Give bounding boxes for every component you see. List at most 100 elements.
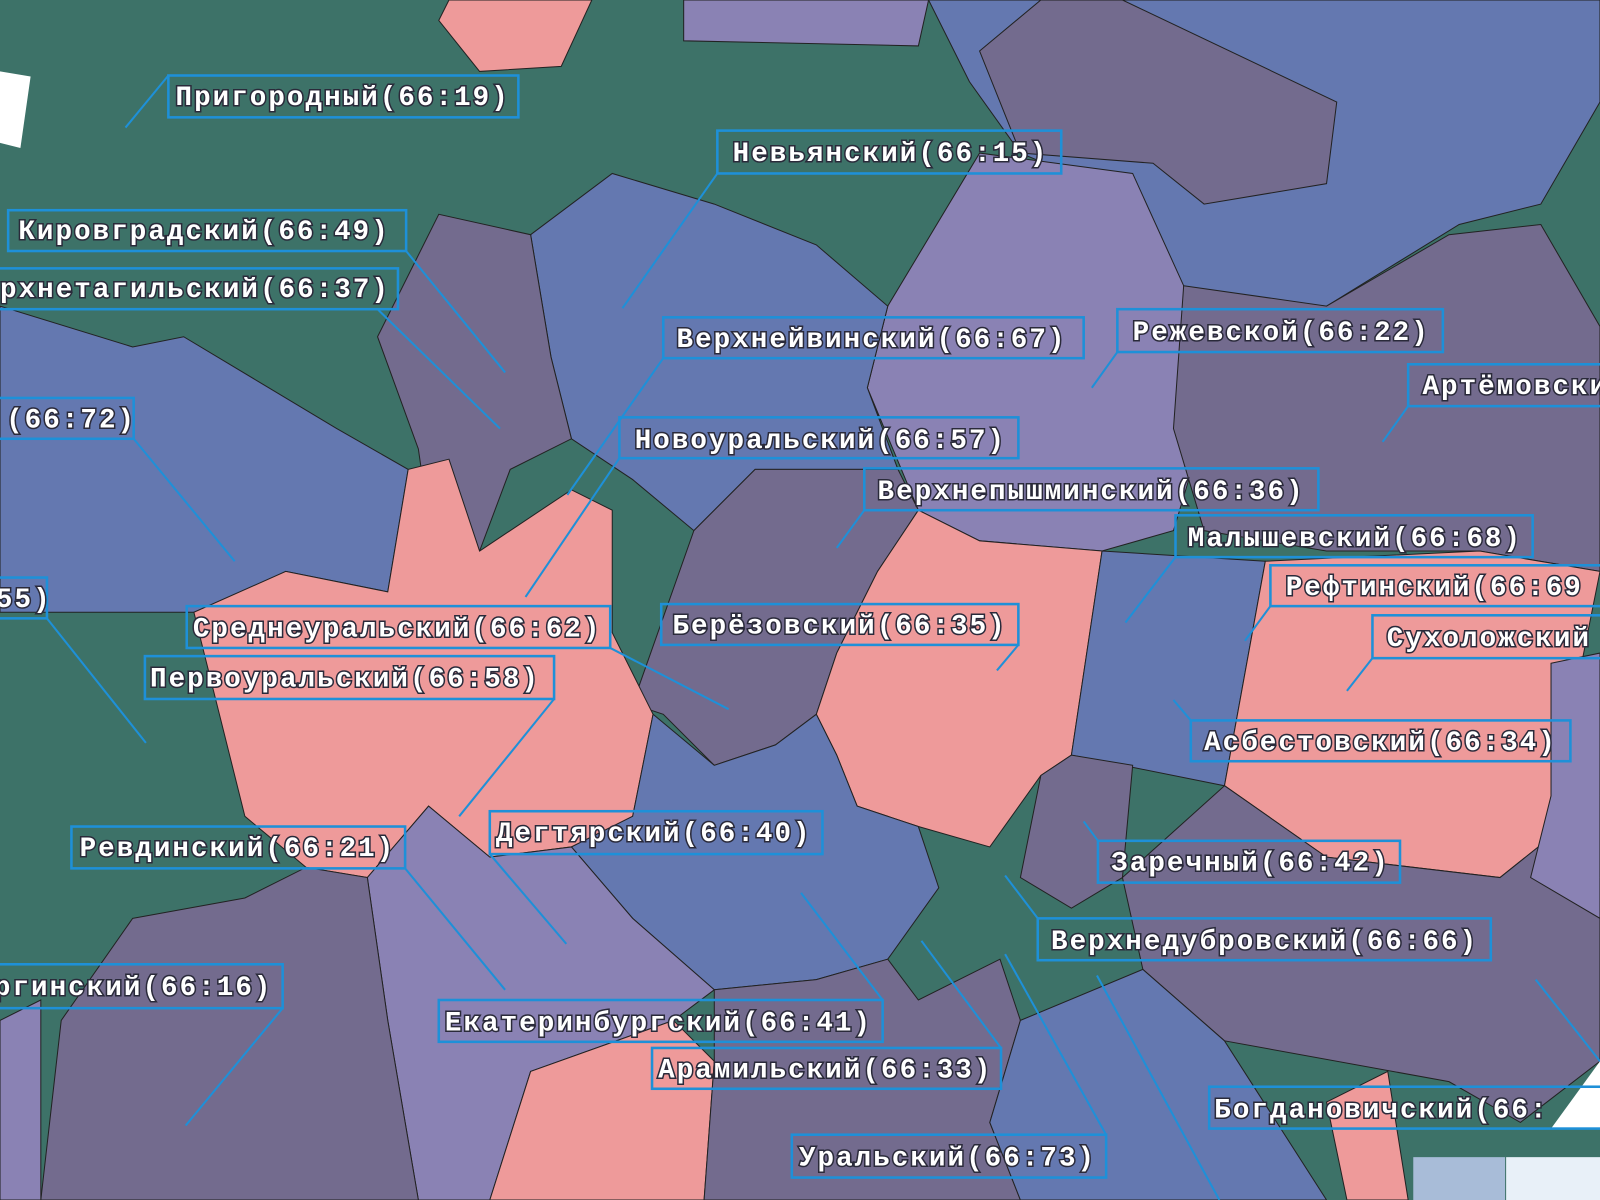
taskbar bbox=[1506, 1157, 1600, 1200]
label-box bbox=[790, 1133, 1108, 1179]
leader-line bbox=[835, 509, 866, 549]
region-label: Среднеуральский(66:62) bbox=[193, 615, 602, 646]
label-box bbox=[1207, 1085, 1600, 1130]
label-box bbox=[1269, 564, 1600, 608]
label-box bbox=[1036, 917, 1493, 962]
region bbox=[1530, 652, 1600, 919]
leader-line bbox=[46, 617, 147, 744]
region-label: Артёмовски bbox=[1422, 372, 1600, 403]
region bbox=[1172, 223, 1600, 572]
label-box bbox=[0, 396, 135, 441]
leader-line bbox=[524, 457, 621, 598]
region-label: Малышевский(66:68) bbox=[1188, 524, 1522, 555]
region-label: Верхнейвинский(66:67) bbox=[677, 325, 1067, 356]
region-label: Режевской(66:22) bbox=[1133, 318, 1430, 349]
leader-line bbox=[124, 74, 170, 129]
label-box bbox=[0, 576, 49, 620]
region-label: Рефтинский(66:69 bbox=[1286, 573, 1583, 604]
region-label: Богдановичский(66: bbox=[1214, 1095, 1548, 1126]
leader-line bbox=[132, 438, 236, 562]
region bbox=[40, 866, 419, 1200]
leader-line bbox=[1172, 699, 1192, 722]
leader-line bbox=[1004, 874, 1039, 919]
region-label: Дегтярский(66:40) bbox=[496, 819, 812, 850]
leader-line bbox=[566, 357, 665, 496]
label-box bbox=[167, 74, 520, 119]
label-box bbox=[1406, 363, 1600, 408]
leader-line bbox=[489, 853, 568, 945]
label-box bbox=[185, 604, 612, 650]
labels: Пригородный(66:19) Невьянский(66:15) Кир… bbox=[0, 74, 1600, 1179]
leader-line bbox=[376, 308, 501, 430]
leader-line bbox=[996, 644, 1020, 672]
region-label: Екатеринбургский(66:41) bbox=[445, 1009, 872, 1040]
label-box bbox=[1189, 719, 1572, 763]
region-label: Сухоложский bbox=[1387, 624, 1591, 655]
region-label: 55) bbox=[0, 585, 52, 616]
label-box bbox=[716, 129, 1063, 175]
region-label: Арамильский(66:33) bbox=[658, 1056, 992, 1087]
region-label: Верхнедубровский(66:66) bbox=[1051, 927, 1478, 958]
label-box bbox=[1174, 514, 1534, 559]
leader-line bbox=[1096, 975, 1221, 1200]
blank-area bbox=[0, 71, 31, 148]
leader-line bbox=[458, 698, 555, 817]
region-label: Первоуральский(66:58) bbox=[150, 665, 540, 696]
region bbox=[989, 968, 1328, 1200]
leader-line bbox=[1534, 978, 1600, 1062]
label-box bbox=[618, 416, 1020, 460]
region-label: ргинский(66:16) bbox=[0, 973, 272, 1004]
leader-line bbox=[1082, 820, 1099, 842]
label-box bbox=[0, 267, 400, 311]
taskbar bbox=[1413, 1157, 1506, 1200]
label-box bbox=[863, 467, 1320, 512]
region-label: Ревдинский(66:21) bbox=[80, 834, 396, 865]
leader-line bbox=[1346, 657, 1374, 692]
leader-line bbox=[1004, 953, 1108, 1136]
label-box bbox=[6, 208, 408, 253]
label-box bbox=[650, 1046, 1003, 1091]
region-label: Берёзовский(66:35) bbox=[672, 612, 1006, 643]
label-box bbox=[1096, 839, 1402, 884]
label-box bbox=[661, 316, 1085, 360]
label-box bbox=[1371, 614, 1600, 660]
leader-line bbox=[405, 250, 506, 374]
label-box bbox=[143, 654, 556, 701]
region-label: рхнетагильский(66:37) bbox=[0, 275, 390, 306]
region bbox=[1121, 785, 1600, 1124]
label-box bbox=[1116, 307, 1445, 354]
leader-line bbox=[609, 647, 730, 711]
leader-line bbox=[404, 867, 506, 991]
region-label: Пригородный(66:19) bbox=[176, 83, 510, 114]
label-box bbox=[437, 998, 884, 1044]
label-box bbox=[488, 809, 824, 856]
region bbox=[438, 0, 593, 72]
region-label: Новоуральский(66:57) bbox=[635, 426, 1006, 457]
leader-line bbox=[621, 172, 719, 309]
leader-line bbox=[184, 1007, 284, 1127]
region bbox=[1325, 1070, 1409, 1200]
region-label: (66:72) bbox=[6, 406, 136, 437]
region-label: Невьянский(66:15) bbox=[733, 139, 1049, 170]
region-label: Кировградский(66:49) bbox=[18, 217, 389, 248]
label-box bbox=[70, 825, 407, 870]
region bbox=[0, 999, 42, 1200]
region-label: Заречный(66:42) bbox=[1111, 848, 1390, 879]
label-box bbox=[659, 602, 1020, 647]
leader-line bbox=[800, 892, 884, 1001]
leaders bbox=[46, 74, 1600, 1200]
label-box bbox=[0, 963, 284, 1010]
leader-line bbox=[920, 940, 1002, 1049]
region-label: Верхнепышминский(66:36) bbox=[878, 477, 1305, 508]
leader-line bbox=[1124, 556, 1177, 624]
leader-line bbox=[1381, 405, 1409, 443]
region bbox=[978, 0, 1338, 205]
region bbox=[683, 0, 930, 47]
region-label: Асбестовский(66:34) bbox=[1204, 728, 1557, 759]
leader-line bbox=[1244, 605, 1272, 642]
leader-line bbox=[1091, 351, 1119, 389]
region-label: Уральский(66:73) bbox=[799, 1143, 1096, 1174]
